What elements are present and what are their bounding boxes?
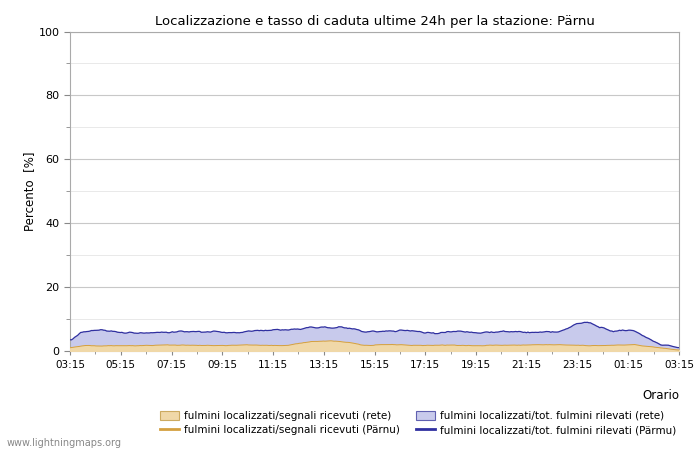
Text: www.lightningmaps.org: www.lightningmaps.org (7, 438, 122, 448)
Text: Orario: Orario (642, 389, 679, 402)
Y-axis label: Percento  [%]: Percento [%] (23, 152, 36, 231)
Legend: fulmini localizzati/segnali ricevuti (rete), fulmini localizzati/segnali ricevut: fulmini localizzati/segnali ricevuti (re… (160, 411, 676, 435)
Title: Localizzazione e tasso di caduta ultime 24h per la stazione: Pärnu: Localizzazione e tasso di caduta ultime … (155, 14, 594, 27)
